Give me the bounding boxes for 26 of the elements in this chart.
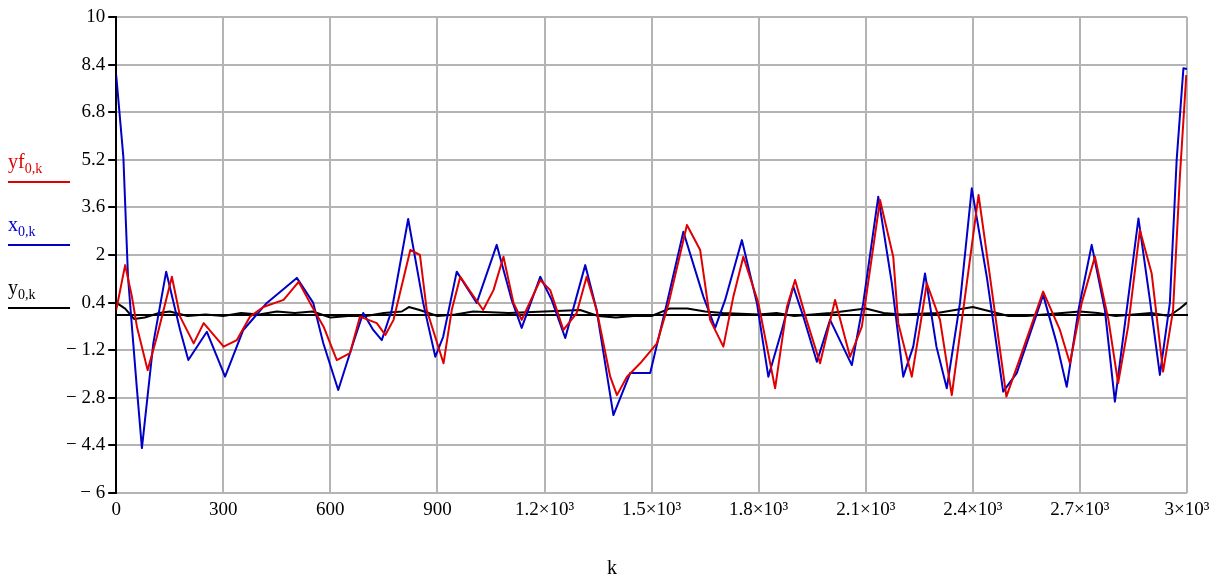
x-tick-label: 1.2×10³ — [514, 498, 575, 520]
y-tick-label: 5.2 — [81, 147, 106, 169]
x-tick-label: 0 — [111, 498, 121, 520]
x-tick-label: 300 — [209, 498, 238, 520]
y-tick-label: 0.4 — [81, 290, 106, 312]
x-tick-label: 2.1×10³ — [836, 498, 896, 520]
y-tick-label: 2 — [95, 242, 106, 264]
x-tick-label: 1.8×10³ — [729, 498, 789, 520]
text: y$_{0,k}$ — [8, 276, 37, 304]
y-tick-label: − 4.4 — [66, 433, 106, 455]
x-tick-label: 3×10³ — [1164, 498, 1210, 520]
y-tick-label: 6.8 — [81, 100, 106, 122]
y-tick-label: − 6 — [80, 480, 106, 502]
y-tick-label: 8.4 — [81, 52, 106, 74]
x-tick-label: 1.5×10³ — [622, 498, 682, 520]
text: x$_{0,k}$ — [8, 213, 37, 241]
y-tick-label: − 1.2 — [66, 338, 106, 360]
x-tick-label: 2.4×10³ — [943, 498, 1003, 520]
y-tick-label: 3.6 — [81, 195, 106, 217]
x-tick-label: 600 — [316, 498, 345, 520]
y-tick-label: 10 — [86, 4, 106, 26]
text: yf$_{0,k}$ — [8, 150, 44, 178]
y-tick-label: − 2.8 — [66, 385, 106, 407]
x-axis-title: k — [606, 556, 618, 579]
x-tick-label: 900 — [423, 498, 452, 520]
x-tick-label: 2.7×10³ — [1050, 498, 1110, 520]
